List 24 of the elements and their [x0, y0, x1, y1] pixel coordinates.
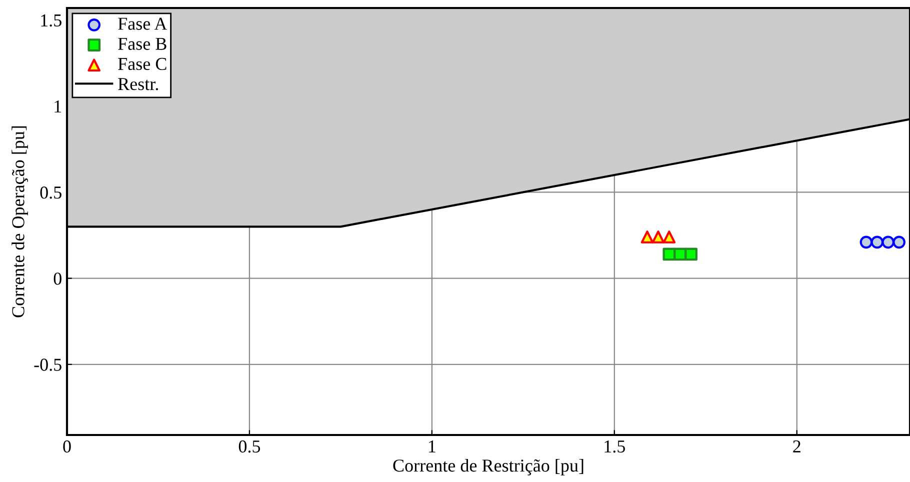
- point: [662, 230, 676, 244]
- y-axis-title: Corrente de Operação [pu]: [12, 126, 28, 318]
- point: [870, 236, 884, 249]
- point: [684, 248, 698, 261]
- x-tick-label: 0: [63, 440, 71, 453]
- y-tick-label: 0: [54, 272, 62, 285]
- x-tick-label: 1: [429, 440, 436, 452]
- x-tick-label: 1.5: [604, 440, 625, 453]
- point: [892, 236, 906, 249]
- x-tick-label: 2: [793, 440, 800, 452]
- legend-label: Fase A: [118, 18, 168, 30]
- point: [882, 236, 895, 249]
- point: [652, 230, 665, 244]
- x-tick-label: 0.5: [238, 440, 260, 453]
- y-tick-label: 0.5: [40, 186, 62, 199]
- y-tick-label: -0.5: [34, 358, 62, 371]
- legend-label: Restr.: [118, 78, 158, 90]
- point: [640, 230, 654, 244]
- y-tick-label: 1: [54, 100, 62, 112]
- point: [860, 236, 873, 249]
- y-tick-label: 1.5: [41, 14, 62, 27]
- x-axis-title: Corrente de Restrição [pu]: [393, 459, 584, 476]
- legend-label: Fase C: [118, 58, 166, 70]
- legend-label: Fase B: [118, 38, 166, 50]
